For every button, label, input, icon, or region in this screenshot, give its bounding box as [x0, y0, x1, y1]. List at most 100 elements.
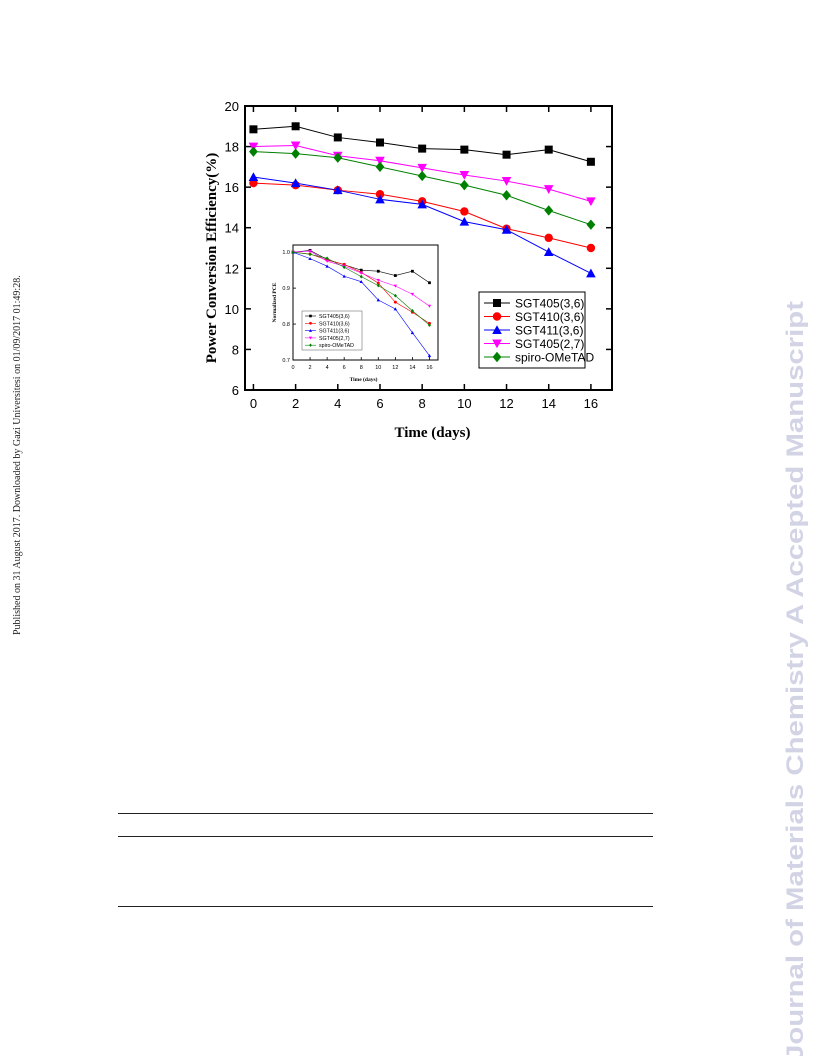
inset-data-point: [393, 307, 398, 311]
main-plot-frame: [244, 105, 613, 391]
y-tick-label: 6: [232, 383, 239, 398]
y-axis-label: Power Conversion Efficiency(%): [204, 153, 220, 364]
data-point: [543, 247, 554, 257]
inset-data-point: [393, 274, 397, 277]
inset-y-axis-label: Normalized PCE: [272, 282, 278, 322]
data-point: [417, 163, 427, 173]
legend-label: SGT410(3,6): [515, 310, 584, 324]
inset-data-point: [410, 331, 415, 335]
data-point: [290, 178, 301, 188]
inset-data-point: [428, 281, 431, 285]
inset-x-tick-label: 0: [291, 365, 294, 371]
data-point: [333, 185, 343, 195]
inset-legend-label: SGT405(2,7): [319, 336, 350, 342]
inset-data-point: [411, 269, 414, 273]
legend-marker: [493, 299, 501, 307]
table-rule-bottom: [118, 906, 653, 907]
x-tick-label: 16: [584, 396, 598, 411]
inset-legend-label: SGT410(3,6): [319, 321, 350, 327]
data-point: [417, 199, 427, 209]
data-point: [375, 161, 385, 173]
data-point: [333, 152, 343, 163]
legend-marker: [492, 351, 502, 363]
data-point: [417, 170, 427, 182]
inset-data-point: [376, 269, 380, 273]
inset-x-tick-label: 2: [309, 365, 312, 371]
data-point: [375, 156, 385, 166]
data-point: [291, 148, 301, 159]
data-point: [290, 141, 301, 151]
inset-data-point: [325, 256, 329, 261]
data-point: [375, 194, 385, 204]
inset-x-tick-label: 12: [392, 365, 398, 371]
inset-data-point: [410, 292, 415, 296]
x-tick-label: 8: [419, 396, 426, 411]
inset-y-tick-label: 0.7: [282, 358, 290, 364]
inset-x-tick-label: 4: [326, 365, 329, 371]
inset-y-tick-label: 0.9: [282, 286, 290, 292]
inset-data-point: [342, 265, 346, 270]
legend-marker: [492, 339, 502, 349]
inset-x-tick-label: 16: [426, 365, 432, 371]
inset-legend-marker: [309, 343, 312, 347]
data-point: [460, 207, 469, 216]
inset-data-point: [427, 354, 432, 358]
x-tick-label: 14: [541, 396, 555, 411]
x-axis-label: Time (days): [395, 425, 471, 441]
inset-data-point: [325, 259, 329, 263]
inset-data-point: [427, 304, 432, 308]
inset-legend-marker: [309, 321, 312, 325]
inset-y-tick-label: 0.8: [282, 322, 290, 328]
inset-data-point: [359, 268, 363, 272]
y-tick-label: 20: [225, 99, 239, 114]
x-tick-label: 2: [292, 396, 299, 411]
data-point: [459, 216, 470, 226]
inset-legend: SGT405(3,6)SGT410(3,6) SGT411(3,6)SGT405(…: [301, 310, 363, 351]
inset-data-point: [393, 293, 397, 298]
inset-legend-label: SGT411(3,6): [319, 329, 349, 335]
legend-label: SGT405(2,7): [515, 337, 584, 351]
inset-chart: 0 2 4 6 8 10 12 14 16 0.7 0.8 0.9 1.0 Time (days) Norm…: [272, 244, 439, 383]
inset-data-point: [359, 279, 363, 284]
data-point: [502, 190, 511, 201]
inset-data-point: [410, 308, 414, 313]
data-point: [460, 145, 469, 154]
inset-y-tick-label: 1.0: [282, 250, 290, 256]
legend-marker: [492, 325, 502, 334]
y-tick-label: 14: [225, 221, 239, 236]
data-point: [418, 144, 427, 153]
legend-label: SGT405(3,6): [515, 297, 584, 311]
data-point: [291, 122, 300, 131]
table-rule-header: [118, 836, 653, 837]
inset-data-point: [427, 323, 432, 327]
inset-data-point: [393, 300, 397, 304]
inset-x-tick-label: 14: [409, 365, 415, 371]
data-point: [333, 133, 342, 142]
inset-data-point: [359, 271, 363, 275]
y-tick-label: 8: [232, 342, 239, 357]
data-point: [502, 150, 511, 159]
inset-data-point: [376, 298, 380, 302]
inset-data-point: [393, 284, 398, 288]
data-point: [459, 170, 470, 180]
x-tick-label: 10: [457, 396, 471, 411]
data-point: [375, 138, 384, 147]
inset-data-point: [376, 281, 380, 285]
inset-legend-label: spiro-OMeTAD: [319, 343, 354, 349]
y-tick-label: 16: [225, 180, 239, 195]
x-tick-label: 4: [334, 396, 341, 411]
data-point: [586, 197, 596, 207]
series-line: [253, 125, 592, 163]
legend-marker: [492, 312, 502, 321]
y-tick-label: 12: [225, 261, 239, 276]
data-point: [586, 268, 596, 278]
data-point: [248, 172, 259, 181]
inset-x-tick-label: 6: [343, 365, 346, 371]
data-point: [459, 179, 469, 191]
series-line: [253, 182, 592, 249]
inset-data-point: [308, 256, 312, 261]
inset-data-point: [325, 264, 329, 268]
inset-data-point: [376, 283, 380, 288]
